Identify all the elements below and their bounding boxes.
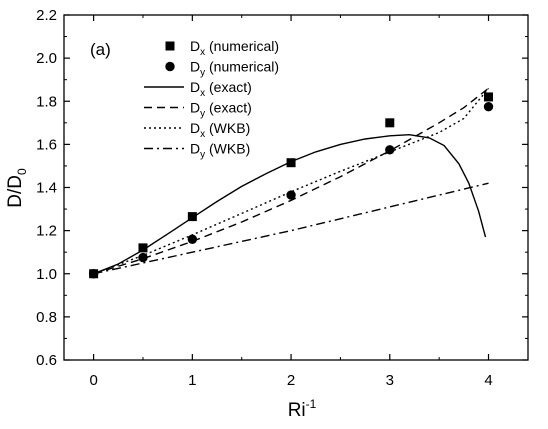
point-circle xyxy=(286,190,296,200)
x-tick-label: 0 xyxy=(89,372,97,389)
x-axis-title: Ri-1 xyxy=(288,397,317,421)
legend-marker-square xyxy=(165,41,175,51)
axis-ticks xyxy=(64,14,528,361)
legend-label: Dx (WKB) xyxy=(190,120,250,140)
point-circle xyxy=(88,269,99,279)
y-tick-label: 1.4 xyxy=(36,180,57,197)
y-tick-label: 1.2 xyxy=(36,223,57,240)
legend-label-sub: x xyxy=(200,47,205,58)
legend-label-suffix: (numerical) xyxy=(205,59,279,75)
y-tick-label: 2.2 xyxy=(36,7,57,24)
legend: Dx (numerical)Dy (numerical)Dx (exact)Dy… xyxy=(144,38,279,161)
legend-label: Dx (numerical) xyxy=(190,38,279,58)
legend-marker-circle xyxy=(165,61,175,72)
legend-label-sub: y xyxy=(200,68,205,79)
legend-label-suffix: (exact) xyxy=(205,100,252,116)
y-tick-label: 2.0 xyxy=(36,50,57,67)
legend-label-name: D xyxy=(190,59,200,75)
x-axis-title-main: Ri xyxy=(288,400,306,421)
legend-label-name: D xyxy=(190,38,200,54)
tick-labels: 0 1 2 3 4 0.6 0.8 1.0 1.2 1.4 1.6 1.8 2.0 2.2 xyxy=(36,7,493,389)
point-square xyxy=(138,243,148,253)
legend-label-name: D xyxy=(190,141,200,157)
legend-label-sub: y xyxy=(200,150,205,161)
series-line-x-solid xyxy=(93,133,487,275)
legend-label: Dy (exact) xyxy=(190,100,252,120)
legend-label-sub: x xyxy=(200,129,205,140)
legend-label: Dy (numerical) xyxy=(190,59,279,79)
legend-label: Dy (WKB) xyxy=(190,141,250,161)
y-axis-title-main: D/D xyxy=(5,175,26,208)
x-axis-title-sup: -1 xyxy=(306,397,317,411)
point-square xyxy=(484,92,494,102)
x-tick-label: 4 xyxy=(484,372,492,389)
series-line-y-dashdot xyxy=(93,182,489,275)
y-tick-label: 1.8 xyxy=(36,93,57,110)
legend-label-name: D xyxy=(190,120,200,136)
point-circle xyxy=(483,101,494,112)
point-square xyxy=(187,212,197,222)
series-line-y-dash xyxy=(93,87,489,275)
legend-label-name: D xyxy=(190,79,200,95)
legend-label-sub: y xyxy=(200,109,205,120)
x-tick-label: 1 xyxy=(188,372,196,389)
y-tick-label: 0.8 xyxy=(36,309,57,326)
y-tick-label: 0.6 xyxy=(36,352,57,369)
legend-label-suffix: (exact) xyxy=(205,79,252,95)
legend-label: Dx (exact) xyxy=(190,79,252,99)
x-tick-label: 2 xyxy=(287,372,295,389)
legend-label-suffix: (WKB) xyxy=(205,141,250,157)
panel-label: (a) xyxy=(90,40,111,59)
y-axis-title-sub: 0 xyxy=(15,168,29,175)
series-layer xyxy=(88,87,494,279)
point-square xyxy=(286,158,296,168)
legend-label-sub: x xyxy=(200,88,205,99)
legend-label-suffix: (WKB) xyxy=(205,120,250,136)
x-tick-label: 3 xyxy=(386,372,394,389)
y-tick-label: 1.6 xyxy=(36,136,57,153)
point-circle xyxy=(187,234,198,244)
series-line-x-dot xyxy=(93,87,490,275)
plot-frame xyxy=(63,14,529,361)
y-axis-title: D/D0 xyxy=(5,168,29,208)
point-circle xyxy=(138,252,148,263)
point-circle xyxy=(385,145,395,155)
y-tick-label: 1.0 xyxy=(36,266,57,283)
point-square xyxy=(385,118,395,128)
legend-label-suffix: (numerical) xyxy=(205,38,279,54)
legend-label-name: D xyxy=(190,100,200,116)
